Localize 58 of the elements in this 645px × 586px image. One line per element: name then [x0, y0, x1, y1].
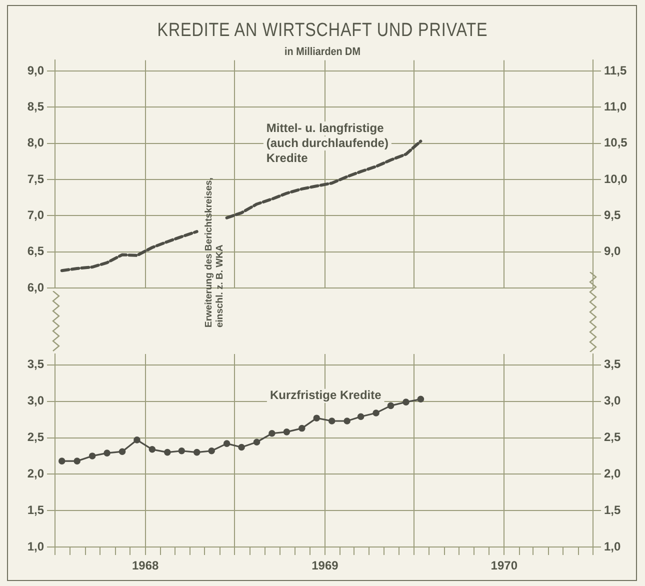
point: [88, 452, 96, 460]
y-tick-label: 7,0: [27, 208, 44, 222]
y-tick-label: 1,5: [27, 502, 44, 517]
point: [357, 413, 364, 420]
y2-tick-label: 10,0: [604, 172, 628, 186]
y-tick-label: 2,5: [27, 430, 44, 444]
point: [134, 436, 140, 444]
y-tick-label: 3,5: [27, 357, 44, 372]
annotation: Erweiterung des Berichtskreises, einschl. z. B. WKA: [204, 176, 226, 328]
point: [402, 398, 410, 406]
point: [328, 418, 336, 424]
point: [344, 418, 350, 424]
point: [164, 448, 171, 456]
x-tick-label: 1968: [132, 558, 159, 573]
series-label: Mittel- u. langfristige (auch durchlaufende) Kredite: [266, 120, 388, 165]
y2-tick-label: 1,5: [604, 502, 622, 517]
point: [104, 450, 110, 456]
point: [178, 447, 186, 454]
y2-tick-label: 9,0: [604, 244, 622, 258]
series-label: Kurzfristige Kredite: [270, 388, 382, 402]
y2-tick-label: 11,5: [604, 63, 628, 78]
point: [74, 458, 80, 464]
y2-tick-label: 10,5: [604, 136, 628, 150]
y2-tick-label: 2,5: [604, 430, 622, 444]
point: [58, 458, 66, 464]
y2-tick-label: 1,0: [604, 539, 622, 554]
y-tick-label: 8,0: [27, 136, 44, 150]
y-tick-label: 9,0: [27, 63, 44, 78]
chart-title: KREDITE AN WIRTSCHAFT UND PRIVATE: [156, 20, 489, 42]
y-tick-label: 6,5: [27, 244, 44, 258]
point: [193, 448, 200, 456]
point: [417, 396, 424, 403]
y-tick-label: 2,0: [27, 466, 44, 480]
y-tick-label: 8,5: [27, 100, 44, 114]
y-tick-label: 3,0: [27, 394, 44, 408]
y2-tick-label: 2,0: [604, 466, 622, 480]
point: [313, 414, 320, 422]
point: [208, 447, 215, 454]
y-tick-label: 1,0: [27, 539, 44, 554]
point: [148, 446, 156, 453]
x-tick-label: 1969: [312, 558, 339, 573]
y-tick-label: 6,0: [27, 280, 44, 294]
point: [298, 424, 306, 432]
point: [372, 410, 380, 416]
y2-tick-label: 11,0: [604, 100, 628, 114]
y-tick-label: 7,5: [27, 172, 44, 186]
point: [387, 402, 394, 410]
point: [238, 444, 245, 451]
y2-tick-label: 3,5: [604, 357, 622, 372]
chart-subtitle: in Milliarden DM: [284, 46, 362, 58]
point: [283, 428, 290, 436]
point: [223, 440, 230, 447]
y2-tick-label: 3,0: [604, 394, 622, 408]
point: [253, 438, 260, 446]
point: [118, 448, 126, 455]
point: [268, 430, 276, 437]
y2-tick-label: 9,5: [604, 208, 622, 222]
x-tick-label: 1970: [490, 558, 518, 573]
